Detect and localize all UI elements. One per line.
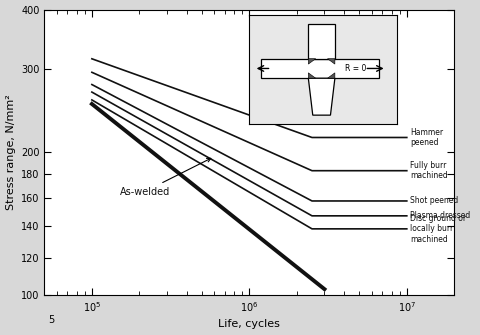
- Text: Fully burr
machined: Fully burr machined: [410, 161, 448, 180]
- X-axis label: Life, cycles: Life, cycles: [218, 320, 280, 329]
- Text: Plasma dressed: Plasma dressed: [410, 211, 470, 220]
- Text: Shot peened: Shot peened: [410, 196, 458, 205]
- Y-axis label: Stress range, N/mm²: Stress range, N/mm²: [6, 94, 15, 210]
- Text: As-welded: As-welded: [120, 158, 211, 197]
- Text: Hammer
peened: Hammer peened: [410, 128, 443, 147]
- Text: Disc ground or
locally burr
machined: Disc ground or locally burr machined: [410, 214, 466, 244]
- Text: 5: 5: [48, 315, 54, 325]
